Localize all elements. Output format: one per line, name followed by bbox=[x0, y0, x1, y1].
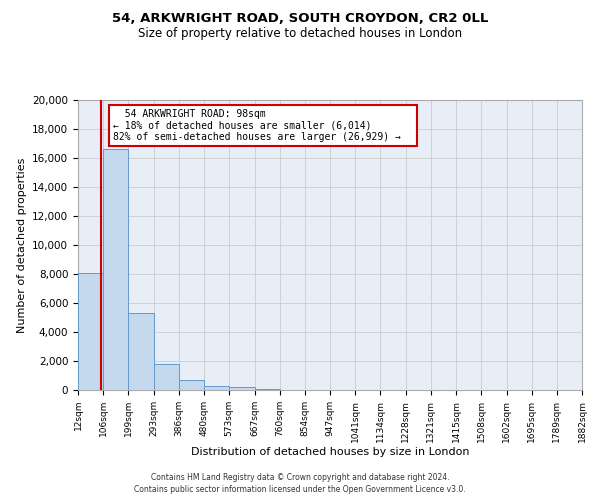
Bar bbox=[204, 386, 229, 390]
Bar bbox=[78, 272, 103, 390]
Text: Contains HM Land Registry data © Crown copyright and database right 2024.: Contains HM Land Registry data © Crown c… bbox=[151, 473, 449, 482]
Bar bbox=[154, 364, 179, 390]
Bar bbox=[254, 388, 280, 390]
Text: Contains public sector information licensed under the Open Government Licence v3: Contains public sector information licen… bbox=[134, 484, 466, 494]
Text: 54, ARKWRIGHT ROAD, SOUTH CROYDON, CR2 0LL: 54, ARKWRIGHT ROAD, SOUTH CROYDON, CR2 0… bbox=[112, 12, 488, 26]
Bar bbox=[128, 313, 154, 390]
X-axis label: Distribution of detached houses by size in London: Distribution of detached houses by size … bbox=[191, 448, 469, 458]
Text: 54 ARKWRIGHT ROAD: 98sqm
← 18% of detached houses are smaller (6,014)
82% of sem: 54 ARKWRIGHT ROAD: 98sqm ← 18% of detach… bbox=[113, 108, 413, 142]
Bar bbox=[103, 150, 128, 390]
Y-axis label: Number of detached properties: Number of detached properties bbox=[17, 158, 26, 332]
Text: Size of property relative to detached houses in London: Size of property relative to detached ho… bbox=[138, 28, 462, 40]
Bar bbox=[179, 380, 204, 390]
Bar bbox=[229, 387, 254, 390]
